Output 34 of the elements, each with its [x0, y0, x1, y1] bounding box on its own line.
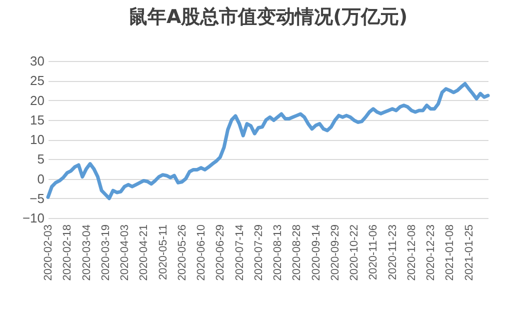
x-tick-label: 2020-04-03 [119, 224, 132, 281]
y-tick-label: 30 [30, 54, 44, 68]
x-tick-label: 2020-03-19 [100, 224, 112, 281]
x-tick-label: 2020-02-03 [42, 224, 54, 281]
x-tick-label: 2020-11-23 [386, 224, 399, 280]
y-tick-label: 25 [30, 73, 44, 88]
x-tick-label: 2020-12-23 [425, 224, 438, 281]
y-tick-label: 20 [30, 92, 44, 108]
x-tick-label: 2021-01-25 [463, 224, 476, 281]
x-tick-label: 2020-11-06 [368, 224, 380, 280]
x-tick-label: 2020-07-14 [234, 224, 246, 281]
x-tick-label: 2020-10-22 [348, 224, 361, 281]
x-tick-label: 2020-05-11 [157, 224, 170, 280]
x-tick-label: 2020-12-08 [406, 224, 418, 281]
y-tick-label: −5 [30, 190, 44, 206]
x-tick-label: 2020-07-29 [252, 224, 265, 281]
line-series [46, 82, 490, 200]
x-tick-label: 2020-03-04 [80, 224, 93, 281]
x-tick-label: 2020-09-29 [329, 224, 342, 281]
x-tick-label: 2020-09-14 [310, 224, 322, 281]
x-tick-label: 2020-08-28 [291, 224, 304, 281]
x-tick-label: 2021-01-08 [444, 224, 456, 281]
x-tick-label: 2020-05-26 [176, 224, 188, 281]
x-tick-label: 2020-08-13 [272, 224, 284, 281]
y-tick-label: 0 [37, 171, 44, 186]
x-tick-label: 2020-04-21 [138, 224, 150, 281]
x-tick-label: 2020-06-10 [196, 224, 208, 281]
y-tick-label: 10 [30, 132, 44, 147]
x-tick-label: 2020-06-29 [214, 224, 227, 281]
y-tick-label: 15 [30, 112, 44, 128]
y-tick-label: 5 [37, 152, 44, 167]
chart-title: 鼠年A股总市值变动情况(万亿元) [128, 6, 408, 28]
x-tick-label: 2020-02-18 [62, 224, 74, 281]
y-tick-label: −10 [22, 210, 44, 226]
